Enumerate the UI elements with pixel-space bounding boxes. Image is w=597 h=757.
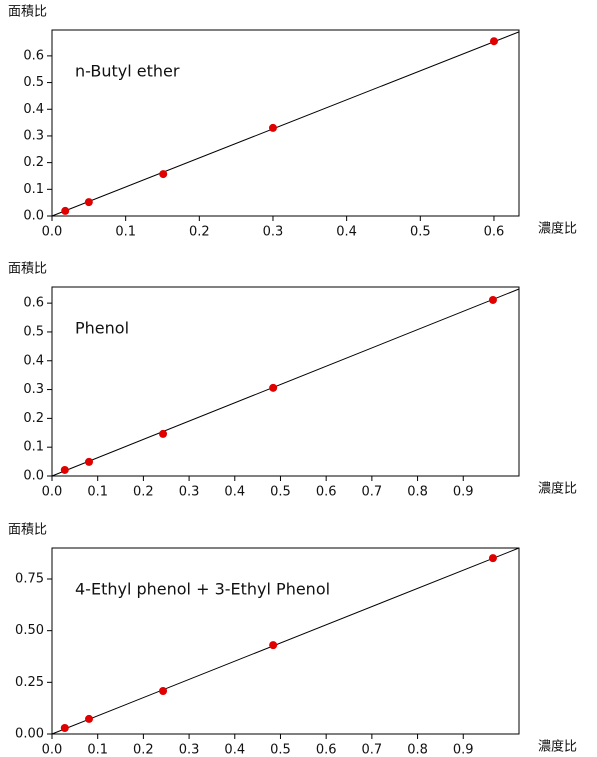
x-axis-label: 濃度比	[538, 221, 577, 237]
y-tick-label: 0.0	[23, 469, 44, 484]
x-tick-label: 0.1	[87, 485, 108, 500]
x-tick-label: 0.7	[362, 485, 383, 500]
fit-line	[51, 31, 520, 217]
x-tick-label: 0.1	[115, 225, 136, 240]
x-tick-label: 0.8	[407, 743, 428, 757]
x-tick-label: 0.5	[410, 225, 431, 240]
data-point	[488, 554, 497, 563]
x-tick-label: 0.2	[133, 743, 154, 757]
y-tick-label: 0.00	[15, 727, 44, 742]
y-tick-label: 0.6	[23, 296, 44, 311]
x-tick-label: 0.0	[42, 743, 63, 757]
x-axis-label: 濃度比	[538, 739, 577, 755]
y-tick-label: 0.50	[15, 623, 44, 638]
data-point	[269, 641, 278, 650]
x-tick-label: 0.6	[316, 743, 337, 757]
x-tick-label: 0.9	[453, 743, 474, 757]
x-tick-label: 0.0	[42, 485, 63, 500]
y-tick-label: 0.25	[15, 675, 44, 690]
data-point	[159, 170, 168, 179]
data-point	[85, 457, 94, 466]
y-tick-label: 0.2	[23, 411, 44, 426]
x-tick-label: 0.3	[263, 225, 284, 240]
y-tick-label: 0.75	[15, 572, 44, 587]
x-tick-label: 0.9	[453, 485, 474, 500]
data-point	[268, 123, 277, 132]
y-axis-label: 面積比	[8, 5, 47, 20]
data-point	[61, 206, 70, 215]
x-tick-label: 0.3	[179, 743, 200, 757]
data-point	[159, 687, 168, 696]
x-tick-label: 0.4	[224, 743, 245, 757]
x-tick-label: 0.5	[270, 485, 291, 500]
x-tick-label: 0.7	[362, 743, 383, 757]
x-tick-label: 0.2	[189, 225, 210, 240]
x-tick-label: 0.6	[484, 225, 505, 240]
y-tick-label: 0.3	[23, 382, 44, 397]
x-tick-label: 0.3	[179, 485, 200, 500]
y-tick-label: 0.5	[23, 324, 44, 339]
data-point	[60, 465, 69, 474]
y-tick-label: 0.4	[23, 102, 44, 117]
y-axis-label: 面積比	[8, 523, 47, 538]
data-point	[159, 429, 168, 438]
y-tick-label: 0.1	[23, 182, 44, 197]
x-tick-label: 0.4	[336, 225, 357, 240]
fit-line	[51, 288, 520, 477]
x-axis-label: 濃度比	[538, 481, 577, 497]
plot-frame	[51, 286, 520, 477]
x-tick-label: 0.5	[270, 743, 291, 757]
y-tick-label: 0.2	[23, 155, 44, 170]
annotation: Phenol	[75, 319, 129, 338]
x-tick-label: 0.8	[407, 485, 428, 500]
fit-line	[51, 547, 520, 735]
data-point	[269, 383, 278, 392]
data-point	[488, 295, 497, 304]
y-tick-label: 0.0	[23, 209, 44, 224]
x-tick-label: 0.0	[42, 225, 63, 240]
x-tick-label: 0.1	[87, 743, 108, 757]
annotation: n-Butyl ether	[75, 62, 180, 81]
y-axis-label: 面積比	[8, 262, 47, 277]
x-tick-label: 0.2	[133, 485, 154, 500]
plot-frame	[51, 547, 520, 735]
x-tick-label: 0.4	[224, 485, 245, 500]
y-tick-label: 0.5	[23, 75, 44, 90]
annotation: 4-Ethyl phenol + 3-Ethyl Phenol	[75, 580, 330, 599]
data-point	[84, 198, 93, 207]
data-point	[60, 724, 69, 733]
plot-frame	[51, 29, 520, 217]
y-tick-label: 0.3	[23, 128, 44, 143]
y-tick-label: 0.6	[23, 48, 44, 63]
y-tick-label: 0.4	[23, 353, 44, 368]
y-tick-label: 0.1	[23, 440, 44, 455]
x-tick-label: 0.6	[316, 485, 337, 500]
data-point	[85, 714, 94, 723]
data-point	[489, 37, 498, 46]
